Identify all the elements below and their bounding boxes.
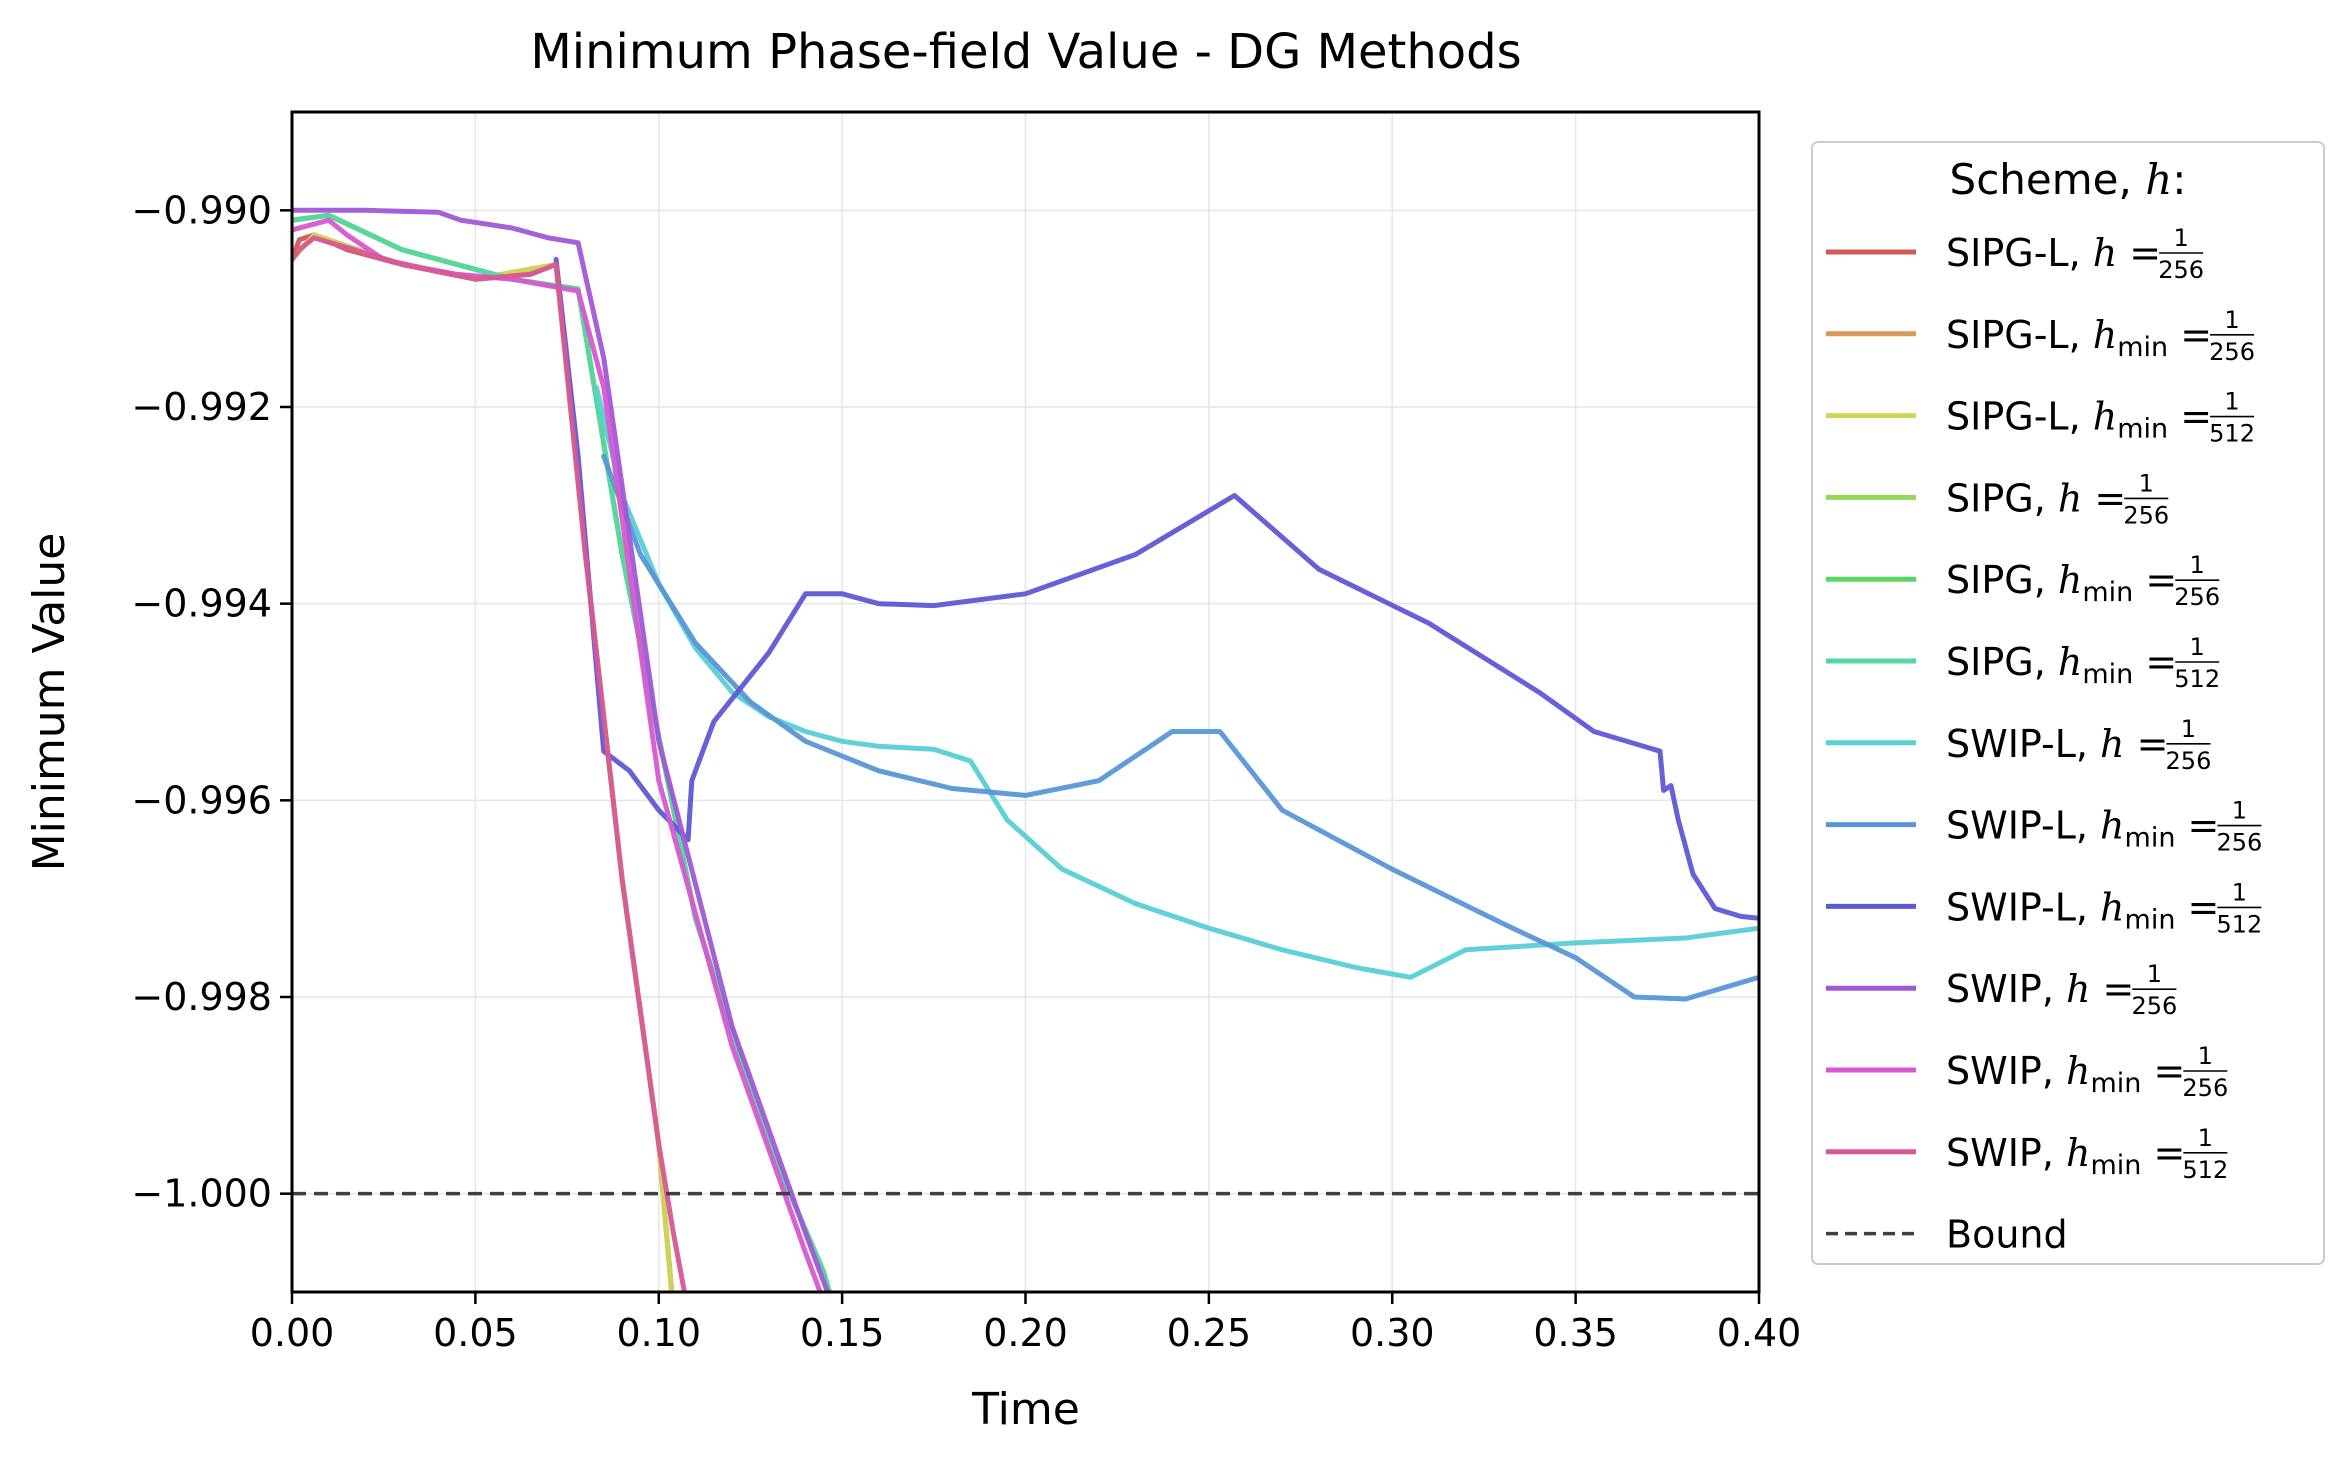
x-tick-label: 0.25 xyxy=(1167,1311,1252,1355)
legend-item: SIPG, hmin = 1 512 xyxy=(1826,633,2220,693)
y-tick-label: −0.992 xyxy=(131,385,272,429)
legend-item: SWIP, hmin = 1 512 xyxy=(1826,1124,2228,1184)
legend-fraction-denominator: 256 xyxy=(2216,829,2262,857)
series-line-8 xyxy=(601,453,1759,1002)
legend-fraction-numerator: 1 xyxy=(2232,878,2247,906)
legend-fraction-denominator: 256 xyxy=(2174,583,2220,611)
grid-layer xyxy=(291,112,1760,1292)
legend-item: SIPG-L, hmin = 1 256 xyxy=(1826,306,2255,366)
legend-fraction-denominator: 256 xyxy=(2131,992,2177,1020)
legend-fraction-numerator: 1 xyxy=(2232,797,2247,825)
y-tick-label: −0.998 xyxy=(131,975,272,1019)
legend-item: SIPG-L, hmin = 1 512 xyxy=(1826,388,2255,448)
series-line-6 xyxy=(292,212,832,1292)
legend-fraction-numerator: 1 xyxy=(2147,960,2162,988)
legend-fraction-numerator: 1 xyxy=(2174,224,2189,252)
legend-fraction-denominator: 512 xyxy=(2182,1156,2228,1184)
legend-fraction-denominator: 256 xyxy=(2158,256,2204,284)
x-tick-label: 0.05 xyxy=(433,1311,518,1355)
legend-label: SWIP, hmin = xyxy=(1946,1049,2185,1099)
legend-item: SWIP-L, h = 1 256 xyxy=(1826,715,2211,775)
legend-item: SIPG, hmin = 1 256 xyxy=(1826,551,2220,611)
chart-title: Minimum Phase-field Value - DG Methods xyxy=(530,24,1521,80)
legend-label: SIPG-L, hmin = xyxy=(1946,313,2212,363)
legend-item: SWIP, h = 1 256 xyxy=(1826,960,2177,1020)
series-line-2 xyxy=(292,232,675,1292)
y-tick-label: −0.990 xyxy=(131,188,272,232)
legend-box xyxy=(1811,141,2325,1265)
series-line-9 xyxy=(553,257,1759,921)
legend-item: SIPG-L, h = 1 256 xyxy=(1826,224,2204,284)
legend-fraction-numerator: 1 xyxy=(2181,715,2196,743)
x-tick-label: 0.15 xyxy=(800,1311,885,1355)
series-line-10 xyxy=(292,207,831,1292)
legend-label: SWIP, h = xyxy=(1946,967,2134,1011)
series-line-5 xyxy=(292,212,832,1292)
axis-ticks: 0.00 0.05 0.10 0.15 0.20 0.25 0.30 0.35 0.40 −1.0… xyxy=(131,188,1801,1355)
legend-label: SIPG, h = xyxy=(1946,476,2126,520)
legend-fraction-numerator: 1 xyxy=(2190,633,2205,661)
legend-fraction-numerator: 1 xyxy=(2198,1042,2213,1070)
series-layer xyxy=(292,207,1759,1292)
series-line-11 xyxy=(292,217,823,1292)
legend-label: SIPG-L, h = xyxy=(1946,231,2161,275)
legend-label: SIPG, hmin = xyxy=(1946,640,2177,690)
y-axis-label: Minimum Value xyxy=(24,533,75,872)
y-tick-label: −1.000 xyxy=(131,1172,272,1216)
x-axis-label: Time xyxy=(971,1384,1080,1435)
y-tick-label: −0.994 xyxy=(131,582,272,626)
legend-fraction-denominator: 256 xyxy=(2123,501,2169,529)
legend-item: SWIP, hmin = 1 256 xyxy=(1826,1042,2228,1102)
x-tick-label: 0.35 xyxy=(1533,1311,1618,1355)
x-tick-label: 0.20 xyxy=(983,1311,1068,1355)
legend-label: SIPG, hmin = xyxy=(1946,558,2177,608)
legend-fraction-numerator: 1 xyxy=(2224,306,2239,334)
legend-label: SWIP-L, h = xyxy=(1946,722,2168,766)
legend-fraction-denominator: 512 xyxy=(2209,420,2255,448)
legend-fraction-numerator: 1 xyxy=(2139,469,2154,497)
legend-item: Bound xyxy=(1826,1213,2068,1257)
x-tick-label: 0.40 xyxy=(1717,1311,1802,1355)
legend-item: SIPG, h = 1 256 xyxy=(1826,469,2169,529)
legend-fraction-denominator: 512 xyxy=(2216,910,2262,938)
legend-fraction-numerator: 1 xyxy=(2198,1124,2213,1152)
legend-item: SWIP-L, hmin = 1 256 xyxy=(1826,797,2262,857)
x-tick-label: 0.00 xyxy=(250,1311,335,1355)
legend-fraction-numerator: 1 xyxy=(2224,388,2239,416)
legend-fraction-denominator: 256 xyxy=(2182,1074,2228,1102)
legend-label: SWIP, hmin = xyxy=(1946,1131,2185,1181)
legend-label: SWIP-L, hmin = xyxy=(1946,885,2219,935)
legend-fraction-numerator: 1 xyxy=(2190,551,2205,579)
legend-item: SWIP-L, hmin = 1 512 xyxy=(1826,878,2262,938)
y-tick-label: −0.996 xyxy=(131,778,272,822)
series-line-3 xyxy=(292,232,675,1292)
legend-label: Bound xyxy=(1946,1213,2068,1257)
x-tick-label: 0.30 xyxy=(1350,1311,1435,1355)
series-line-1 xyxy=(292,232,675,1292)
legend-fraction-denominator: 256 xyxy=(2209,338,2255,366)
series-line-12 xyxy=(292,235,687,1292)
x-tick-label: 0.10 xyxy=(616,1311,701,1355)
series-line-4 xyxy=(292,212,832,1292)
legend-label: SIPG-L, hmin = xyxy=(1946,395,2212,445)
legend-label: SWIP-L, hmin = xyxy=(1946,804,2219,854)
legend-title: Scheme, h: xyxy=(1950,155,2187,204)
series-line-7 xyxy=(593,384,1759,980)
legend-fraction-denominator: 512 xyxy=(2174,665,2220,693)
legend-fraction-denominator: 256 xyxy=(2166,747,2212,775)
